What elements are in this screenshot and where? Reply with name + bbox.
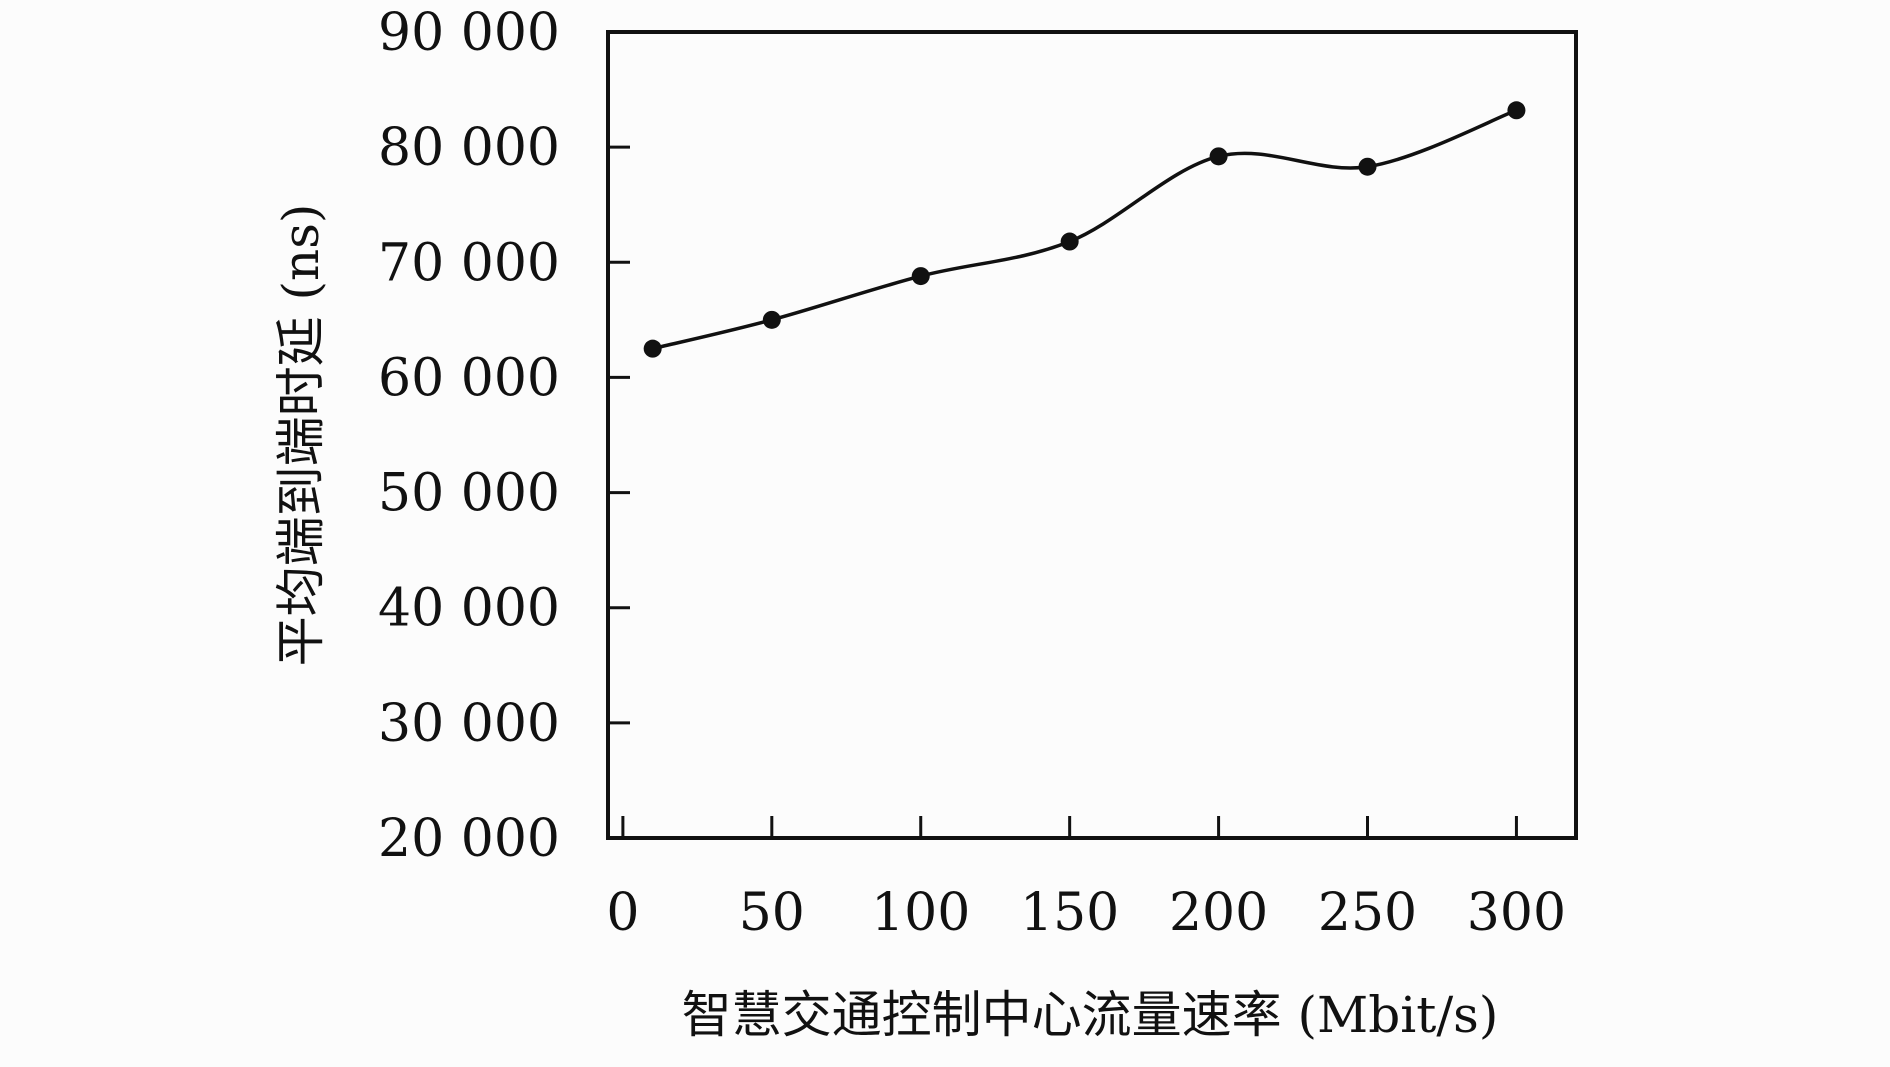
y-tick-label: 70 000 <box>378 233 560 293</box>
x-tick-label: 200 <box>1169 883 1268 943</box>
x-tick-label: 0 <box>606 883 639 943</box>
data-point <box>1209 147 1228 166</box>
y-tick-label: 20 000 <box>378 809 560 869</box>
x-axis-title: 智慧交通控制中心流量速率 (Mbit/s) <box>682 986 1499 1044</box>
series-layer <box>643 101 1526 358</box>
y-tick-label: 60 000 <box>378 348 560 408</box>
data-point <box>762 310 781 329</box>
data-point <box>643 339 662 358</box>
y-axis: 20 000 30 000 40 000 50 000 60 000 70 000 80 0… <box>378 3 630 869</box>
plot-frame <box>606 30 1578 840</box>
data-point <box>1060 232 1079 251</box>
series-line <box>652 108 1518 351</box>
x-tick-label: 250 <box>1318 883 1417 943</box>
x-tick-label: 100 <box>871 883 970 943</box>
y-tick-label: 90 000 <box>378 3 560 63</box>
x-tick-label: 50 <box>739 883 805 943</box>
x-tick-label: 300 <box>1467 883 1566 943</box>
y-tick-label: 40 000 <box>378 579 560 639</box>
data-point <box>1507 101 1526 120</box>
data-point <box>1358 157 1377 176</box>
y-axis-title: 平均端到端时延 (ns) <box>272 204 330 667</box>
y-tick-label: 80 000 <box>378 118 560 178</box>
y-tick-label: 30 000 <box>378 694 560 754</box>
y-tick-label: 50 000 <box>378 464 560 524</box>
data-point <box>911 267 930 286</box>
x-axis: 0 50 100 150 200 250 300 <box>606 816 1566 943</box>
x-tick-label: 150 <box>1020 883 1119 943</box>
